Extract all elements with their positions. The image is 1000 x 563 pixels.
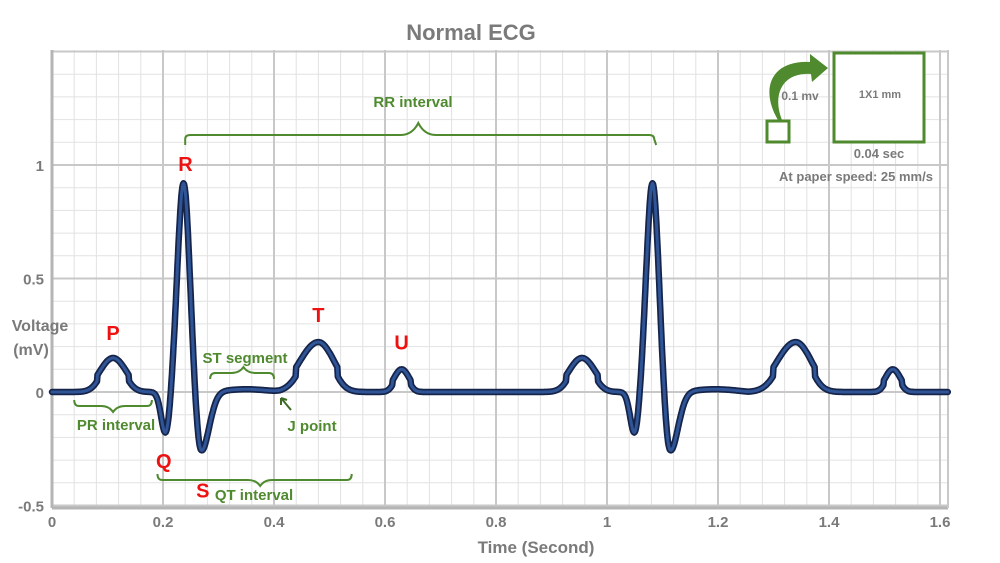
paper-speed-label: At paper speed: 25 mm/s (779, 169, 933, 184)
x-tick-labels: 0 0.2 0.4 0.6 0.8 1 1.2 1.4 1.6 (48, 514, 951, 531)
bracket-pr-interval (73, 399, 153, 414)
wave-label-s: S (196, 480, 209, 502)
x-axis-label: Time (Second) (478, 538, 595, 557)
j-point-annotation: J point (280, 397, 337, 435)
wave-labels: P Q R S T U (106, 154, 408, 502)
y-tick-label: -0.5 (18, 499, 44, 516)
x-tick-label: 1.6 (930, 514, 951, 531)
label-qt-interval: QT interval (215, 487, 293, 504)
wave-label-r: R (178, 154, 193, 176)
time-scale-label: 0.04 sec (854, 146, 905, 161)
y-axis-label-line1: Voltage (12, 318, 69, 335)
small-scale-box (765, 119, 791, 144)
label-pr-interval: PR interval (77, 417, 155, 434)
y-tick-label: 1 (36, 158, 44, 175)
major-grid (51, 50, 948, 508)
x-tick-label: 0.6 (375, 514, 396, 531)
wave-label-t: T (312, 305, 324, 327)
wave-label-p: P (106, 323, 119, 345)
label-st-segment: ST segment (202, 350, 287, 367)
x-tick-label: 1.2 (708, 514, 729, 531)
wave-label-u: U (394, 332, 408, 354)
label-rr-interval: RR interval (373, 94, 452, 111)
y-tick-label: 0 (36, 385, 44, 402)
x-tick-label: 1.4 (819, 514, 841, 531)
bracket-qt-interval (156, 473, 353, 488)
bracket-rr-interval (184, 120, 658, 146)
axes (50, 50, 949, 510)
interval-brackets: RR interval PR interval ST segment QT inter… (73, 94, 658, 504)
y-tick-labels: -0.5 0 0.5 1 (18, 158, 44, 516)
wave-label-q: Q (156, 451, 172, 473)
x-tick-label: 0.4 (264, 514, 286, 531)
large-scale-box (832, 51, 926, 144)
x-tick-label: 0 (48, 514, 56, 531)
scale-legend: 0.1 mv 1X1 mm 0.04 sec At paper speed: 2… (765, 51, 933, 184)
bracket-st-segment (209, 365, 275, 380)
j-point-arrow-icon (280, 397, 292, 411)
y-tick-label: 0.5 (23, 272, 44, 289)
x-tick-label: 0.8 (486, 514, 507, 531)
y-axis-label-line2: (mV) (13, 342, 49, 359)
x-tick-label: 1 (603, 514, 611, 531)
large-box-label: 1X1 mm (859, 89, 901, 101)
chart-title: Normal ECG (406, 20, 536, 45)
ecg-trace (50, 181, 950, 452)
curved-arrow-icon (769, 54, 828, 120)
small-box-label: 0.1 mv (781, 89, 819, 103)
j-point-label: J point (287, 418, 336, 435)
x-tick-label: 0.2 (153, 514, 174, 531)
